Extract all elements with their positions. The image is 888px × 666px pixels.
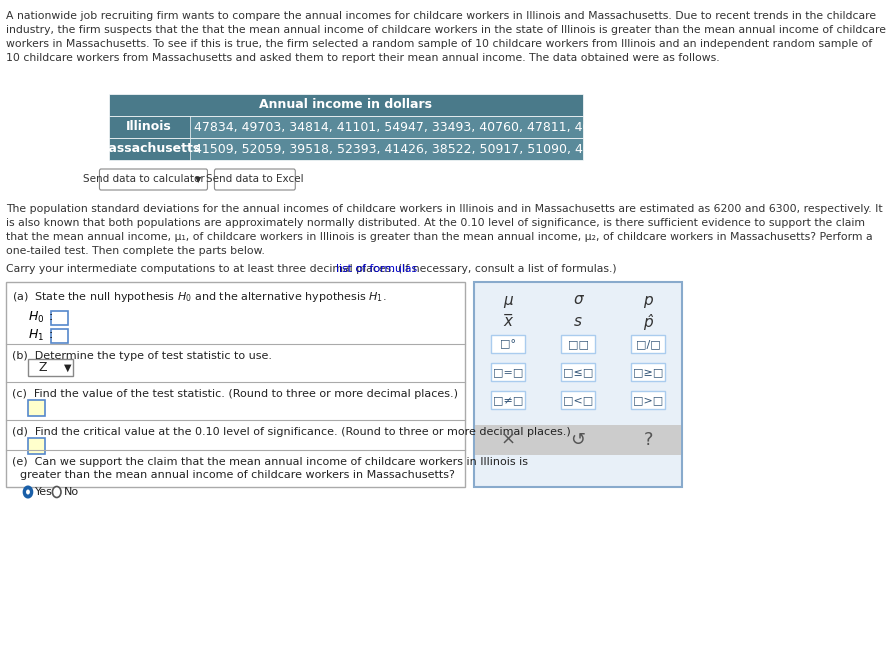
FancyBboxPatch shape — [6, 282, 464, 487]
Text: Send data to Excel: Send data to Excel — [206, 174, 304, 184]
FancyBboxPatch shape — [28, 400, 45, 416]
Text: 41509, 52059, 39518, 52393, 41426, 38522, 50917, 51090, 40711, 52998: 41509, 52059, 39518, 52393, 41426, 38522… — [194, 143, 662, 155]
Circle shape — [52, 486, 61, 498]
FancyBboxPatch shape — [491, 335, 526, 353]
FancyBboxPatch shape — [561, 335, 595, 353]
FancyBboxPatch shape — [475, 425, 681, 455]
Text: $H_1$: $H_1$ — [28, 328, 44, 343]
Text: (c)  Find the value of the test statistic. (Round to three or more decimal place: (c) Find the value of the test statistic… — [12, 389, 458, 399]
Text: (b)  Determine the type of test statistic to use.: (b) Determine the type of test statistic… — [12, 351, 273, 361]
FancyBboxPatch shape — [109, 116, 583, 138]
Text: □/□: □/□ — [636, 339, 661, 349]
Text: workers in Massachusetts. To see if this is true, the firm selected a random sam: workers in Massachusetts. To see if this… — [6, 39, 873, 49]
Text: list of formulas: list of formulas — [336, 264, 417, 274]
Text: □°: □° — [500, 339, 516, 349]
Text: (a)  State the null hypothesis $H_0$ and the alternative hypothesis $H_1$.: (a) State the null hypothesis $H_0$ and … — [12, 290, 387, 304]
Text: :: : — [45, 310, 53, 323]
FancyBboxPatch shape — [52, 311, 68, 325]
FancyBboxPatch shape — [28, 359, 73, 376]
FancyBboxPatch shape — [109, 94, 583, 116]
FancyBboxPatch shape — [631, 391, 665, 409]
Text: greater than the mean annual income of childcare workers in Massachusetts?: greater than the mean annual income of c… — [20, 470, 455, 480]
Text: □≠□: □≠□ — [493, 395, 523, 405]
Text: Send data to calculator: Send data to calculator — [83, 174, 204, 184]
FancyBboxPatch shape — [474, 282, 682, 487]
Text: $H_0$: $H_0$ — [28, 310, 44, 325]
Text: Carry your intermediate computations to at least three decimal places. (If neces: Carry your intermediate computations to … — [6, 264, 617, 274]
Text: p: p — [643, 292, 653, 308]
FancyBboxPatch shape — [109, 138, 190, 160]
Text: □>□: □>□ — [633, 395, 663, 405]
FancyBboxPatch shape — [491, 363, 526, 381]
Text: □≥□: □≥□ — [633, 367, 663, 377]
Text: 47834, 49703, 34814, 41101, 54947, 33493, 40760, 47811, 46876, 37958: 47834, 49703, 34814, 41101, 54947, 33493… — [194, 121, 662, 133]
FancyBboxPatch shape — [28, 438, 45, 454]
Text: p̂: p̂ — [643, 314, 653, 330]
FancyBboxPatch shape — [491, 391, 526, 409]
Text: Annual income in dollars: Annual income in dollars — [259, 99, 432, 111]
Text: s: s — [575, 314, 583, 330]
Text: Z: Z — [39, 361, 47, 374]
Text: A nationwide job recruiting firm wants to compare the annual incomes for childca: A nationwide job recruiting firm wants t… — [6, 11, 876, 21]
Text: □<□: □<□ — [563, 395, 593, 405]
Text: 10 childcare workers from Massachusetts and asked them to report their mean annu: 10 childcare workers from Massachusetts … — [6, 53, 720, 63]
Text: one-tailed test. Then complete the parts below.: one-tailed test. Then complete the parts… — [6, 246, 266, 256]
Text: (e)  Can we support the claim that the mean annual income of childcare workers i: (e) Can we support the claim that the me… — [12, 457, 528, 467]
FancyBboxPatch shape — [631, 335, 665, 353]
Text: σ: σ — [574, 292, 583, 308]
FancyBboxPatch shape — [631, 363, 665, 381]
Text: (d)  Find the critical value at the 0.10 level of significance. (Round to three : (d) Find the critical value at the 0.10 … — [12, 427, 571, 437]
Text: □□: □□ — [567, 339, 589, 349]
Text: Massachusetts: Massachusetts — [97, 143, 202, 155]
Text: industry, the firm suspects that the that the mean annual income of childcare wo: industry, the firm suspects that the tha… — [6, 25, 886, 35]
FancyBboxPatch shape — [52, 329, 68, 343]
FancyBboxPatch shape — [215, 169, 296, 190]
Text: ▼: ▼ — [64, 362, 71, 372]
FancyBboxPatch shape — [561, 391, 595, 409]
Text: No: No — [64, 487, 79, 497]
FancyBboxPatch shape — [109, 116, 190, 138]
Text: μ: μ — [503, 292, 513, 308]
Text: ×: × — [501, 431, 516, 449]
FancyBboxPatch shape — [99, 169, 208, 190]
Text: □≤□: □≤□ — [563, 367, 593, 377]
Text: x̅: x̅ — [503, 314, 512, 330]
Text: Illinois: Illinois — [126, 121, 172, 133]
Text: The population standard deviations for the annual incomes of childcare workers i: The population standard deviations for t… — [6, 204, 883, 214]
Text: Yes: Yes — [35, 487, 53, 497]
FancyBboxPatch shape — [561, 363, 595, 381]
Text: that the mean annual income, μ₁, of childcare workers in Illinois is greater tha: that the mean annual income, μ₁, of chil… — [6, 232, 873, 242]
Text: ▼: ▼ — [194, 175, 202, 184]
Text: is also known that both populations are approximately normally distributed. At t: is also known that both populations are … — [6, 218, 865, 228]
Text: ?: ? — [643, 431, 653, 449]
FancyBboxPatch shape — [109, 138, 583, 160]
Circle shape — [26, 490, 30, 494]
Text: □=□: □=□ — [493, 367, 523, 377]
Text: :: : — [45, 328, 53, 341]
Text: ↺: ↺ — [571, 431, 586, 449]
Circle shape — [24, 486, 32, 498]
